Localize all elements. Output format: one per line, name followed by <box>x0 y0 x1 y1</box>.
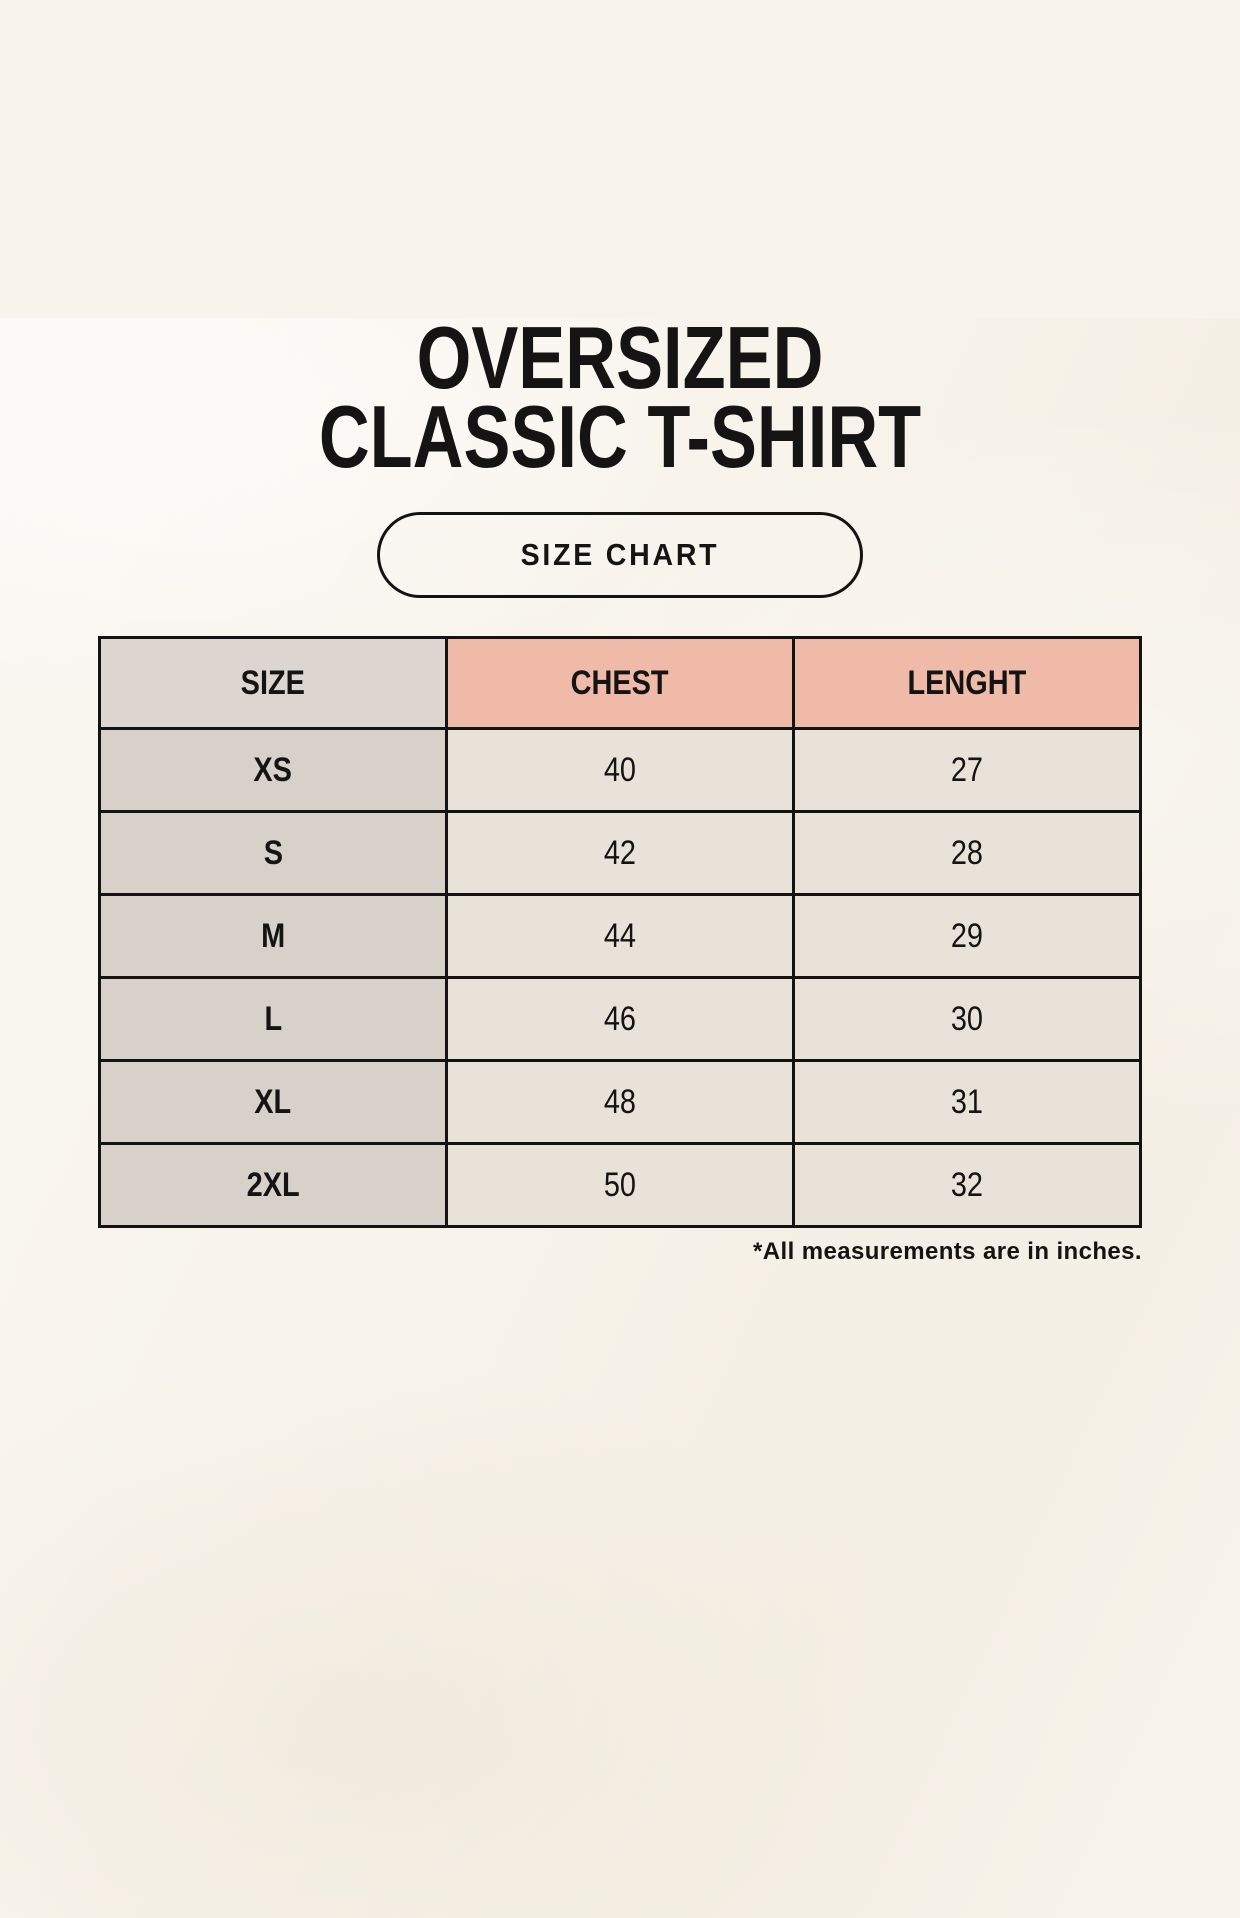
size-label: L <box>264 999 282 1038</box>
column-header-lenght: LENGHT <box>792 636 1142 731</box>
size-label: M <box>260 916 286 955</box>
size-chart-button[interactable]: SIZE CHART <box>377 512 863 599</box>
chest-value: 46 <box>603 999 637 1038</box>
lenght-value-cell: 31 <box>792 1059 1142 1146</box>
size-cell: L <box>98 976 448 1063</box>
chest-value: 48 <box>603 1082 637 1121</box>
size-label: XS <box>253 750 293 789</box>
size-label: XL <box>254 1082 292 1121</box>
chest-value: 44 <box>603 916 637 955</box>
lenght-value-cell: 28 <box>792 810 1142 897</box>
chest-value: 40 <box>603 750 637 789</box>
table-row: S 42 28 <box>98 810 1142 897</box>
table-row: 2XL 50 32 <box>98 1142 1142 1229</box>
column-header-size-label: SIZE <box>240 663 306 702</box>
chest-value-cell: 46 <box>445 976 795 1063</box>
chest-value-cell: 50 <box>445 1142 795 1229</box>
size-chart-button-label: SIZE CHART <box>520 537 720 573</box>
table-row: M 44 29 <box>98 893 1142 980</box>
size-cell: XL <box>98 1059 448 1146</box>
lenght-value-cell: 29 <box>792 893 1142 980</box>
page-title: OVERSIZED CLASSIC T-SHIRT <box>124 314 1116 481</box>
column-header-chest-label: CHEST <box>571 663 669 702</box>
lenght-value: 32 <box>950 1165 984 1204</box>
column-header-chest: CHEST <box>445 636 795 731</box>
lenght-value: 30 <box>950 999 984 1038</box>
size-label: 2XL <box>246 1165 300 1204</box>
title-line-2: CLASSIC T-SHIRT <box>318 387 922 487</box>
lenght-value: 27 <box>950 750 984 789</box>
size-label: S <box>263 833 283 872</box>
chest-value-cell: 40 <box>445 727 795 814</box>
size-cell: S <box>98 810 448 897</box>
lenght-value-cell: 32 <box>792 1142 1142 1229</box>
lenght-value: 31 <box>950 1082 984 1121</box>
column-header-size: SIZE <box>98 636 448 731</box>
chest-value-cell: 42 <box>445 810 795 897</box>
chest-value: 42 <box>603 833 637 872</box>
table-header-row: SIZE CHEST LENGHT <box>98 636 1142 731</box>
table-row: XS 40 27 <box>98 727 1142 814</box>
size-table: SIZE CHEST LENGHT XS 40 27 S 42 28 M 44 … <box>98 636 1142 1229</box>
size-cell: XS <box>98 727 448 814</box>
chest-value-cell: 44 <box>445 893 795 980</box>
column-header-lenght-label: LENGHT <box>907 663 1027 702</box>
size-chart-page: OVERSIZED CLASSIC T-SHIRT SIZE CHART SIZ… <box>0 314 1240 1266</box>
table-row: L 46 30 <box>98 976 1142 1063</box>
title-line-1: OVERSIZED <box>416 308 824 407</box>
chest-value: 50 <box>603 1165 637 1204</box>
lenght-value-cell: 27 <box>792 727 1142 814</box>
chest-value-cell: 48 <box>445 1059 795 1146</box>
lenght-value: 28 <box>950 833 984 872</box>
table-row: XL 48 31 <box>98 1059 1142 1146</box>
lenght-value-cell: 30 <box>792 976 1142 1063</box>
size-cell: 2XL <box>98 1142 448 1229</box>
measurements-footnote: *All measurements are in inches. <box>753 1238 1142 1266</box>
lenght-value: 29 <box>950 916 984 955</box>
size-cell: M <box>98 893 448 980</box>
